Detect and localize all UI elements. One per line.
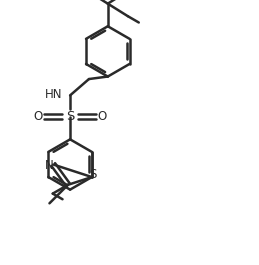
Text: S: S [89,168,96,181]
Text: O: O [97,110,107,123]
Text: N: N [45,159,54,172]
Text: HN: HN [44,88,62,101]
Text: S: S [66,110,74,123]
Text: O: O [34,110,43,123]
